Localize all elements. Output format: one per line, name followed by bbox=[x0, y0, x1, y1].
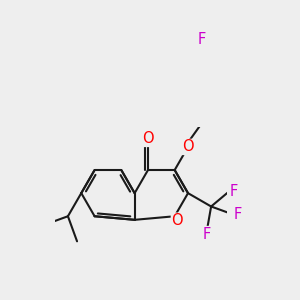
Text: O: O bbox=[171, 213, 183, 228]
Text: O: O bbox=[142, 131, 154, 146]
Text: O: O bbox=[182, 140, 194, 154]
Text: F: F bbox=[197, 32, 206, 47]
Text: F: F bbox=[230, 184, 238, 199]
Text: F: F bbox=[233, 207, 242, 222]
Text: F: F bbox=[203, 226, 211, 242]
